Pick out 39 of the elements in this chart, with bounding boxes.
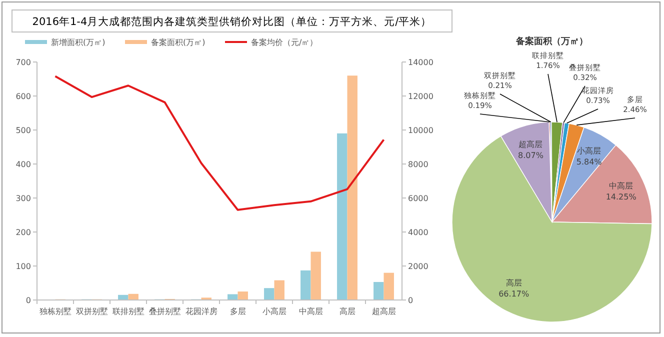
legend-label: 备案均价（元/㎡） bbox=[251, 38, 318, 47]
x-tick-label: 高层 bbox=[339, 307, 356, 316]
y2-tick-label: 10000 bbox=[408, 126, 434, 135]
x-tick-label: 小高层 bbox=[262, 307, 286, 316]
y-tick-label: 600 bbox=[16, 92, 31, 101]
data-label: 66.17% bbox=[498, 290, 530, 299]
y-tick-label: 200 bbox=[16, 228, 31, 237]
x-tick-label: 多层 bbox=[230, 307, 246, 316]
y-tick-label: 0 bbox=[26, 296, 31, 305]
y2-tick-label: 4000 bbox=[408, 228, 428, 237]
y2-tick-label: 8000 bbox=[408, 160, 428, 169]
y-tick-label: 500 bbox=[16, 126, 31, 135]
x-tick-label: 双拼别墅 bbox=[76, 307, 108, 316]
x-tick-label: 叠拼别墅 bbox=[148, 307, 181, 316]
y-tick-label: 400 bbox=[16, 160, 31, 169]
chart-title: 2016年1-4月大成都范围内各建筑类型供销价对比图（单位：万平方米、元/平米） bbox=[32, 15, 432, 28]
slice-label: 超高层 bbox=[518, 140, 543, 150]
y2-tick-label: 6000 bbox=[408, 194, 428, 203]
x-tick-label: 中高层 bbox=[298, 307, 323, 316]
data-label: 14.25% bbox=[606, 192, 637, 202]
slice-label: 中高层 bbox=[609, 181, 634, 190]
y2-tick-label: 12000 bbox=[408, 92, 434, 101]
y2-tick-label: 0 bbox=[408, 296, 414, 305]
y-tick-label: 100 bbox=[16, 262, 31, 271]
legend-label: 新增面积(万㎡) bbox=[51, 38, 106, 47]
slice-label: 小高层 bbox=[577, 146, 602, 156]
x-tick-label: 花园洋房 bbox=[185, 307, 218, 316]
chart-title: 备案面积（万㎡） bbox=[515, 36, 588, 47]
y-tick-label: 300 bbox=[16, 194, 31, 203]
y-tick-label: 700 bbox=[16, 58, 31, 67]
x-tick-label: 联排别墅 bbox=[112, 307, 144, 316]
x-tick-label: 超高层 bbox=[372, 307, 396, 316]
x-tick-label: 独栋别墅 bbox=[39, 307, 72, 316]
data-label: 5.84% bbox=[576, 158, 602, 167]
legend-label: 备案面积(万㎡) bbox=[151, 38, 206, 47]
y2-tick-label: 2000 bbox=[408, 262, 428, 271]
slice-label: 高层 bbox=[506, 278, 522, 288]
data-label: 8.07% bbox=[518, 151, 544, 160]
y2-tick-label: 14000 bbox=[408, 58, 434, 67]
